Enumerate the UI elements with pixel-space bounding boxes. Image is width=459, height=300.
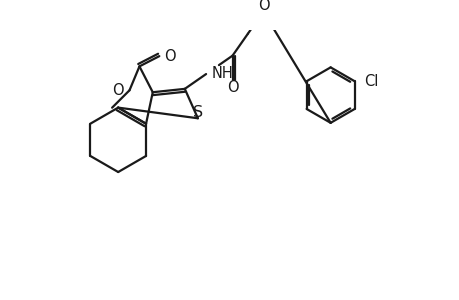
Text: NH: NH [212,66,233,81]
Text: S: S [192,104,202,119]
Text: O: O [163,49,175,64]
Text: O: O [226,80,238,95]
Text: Cl: Cl [364,74,378,89]
Text: O: O [112,83,124,98]
Text: O: O [258,0,269,13]
